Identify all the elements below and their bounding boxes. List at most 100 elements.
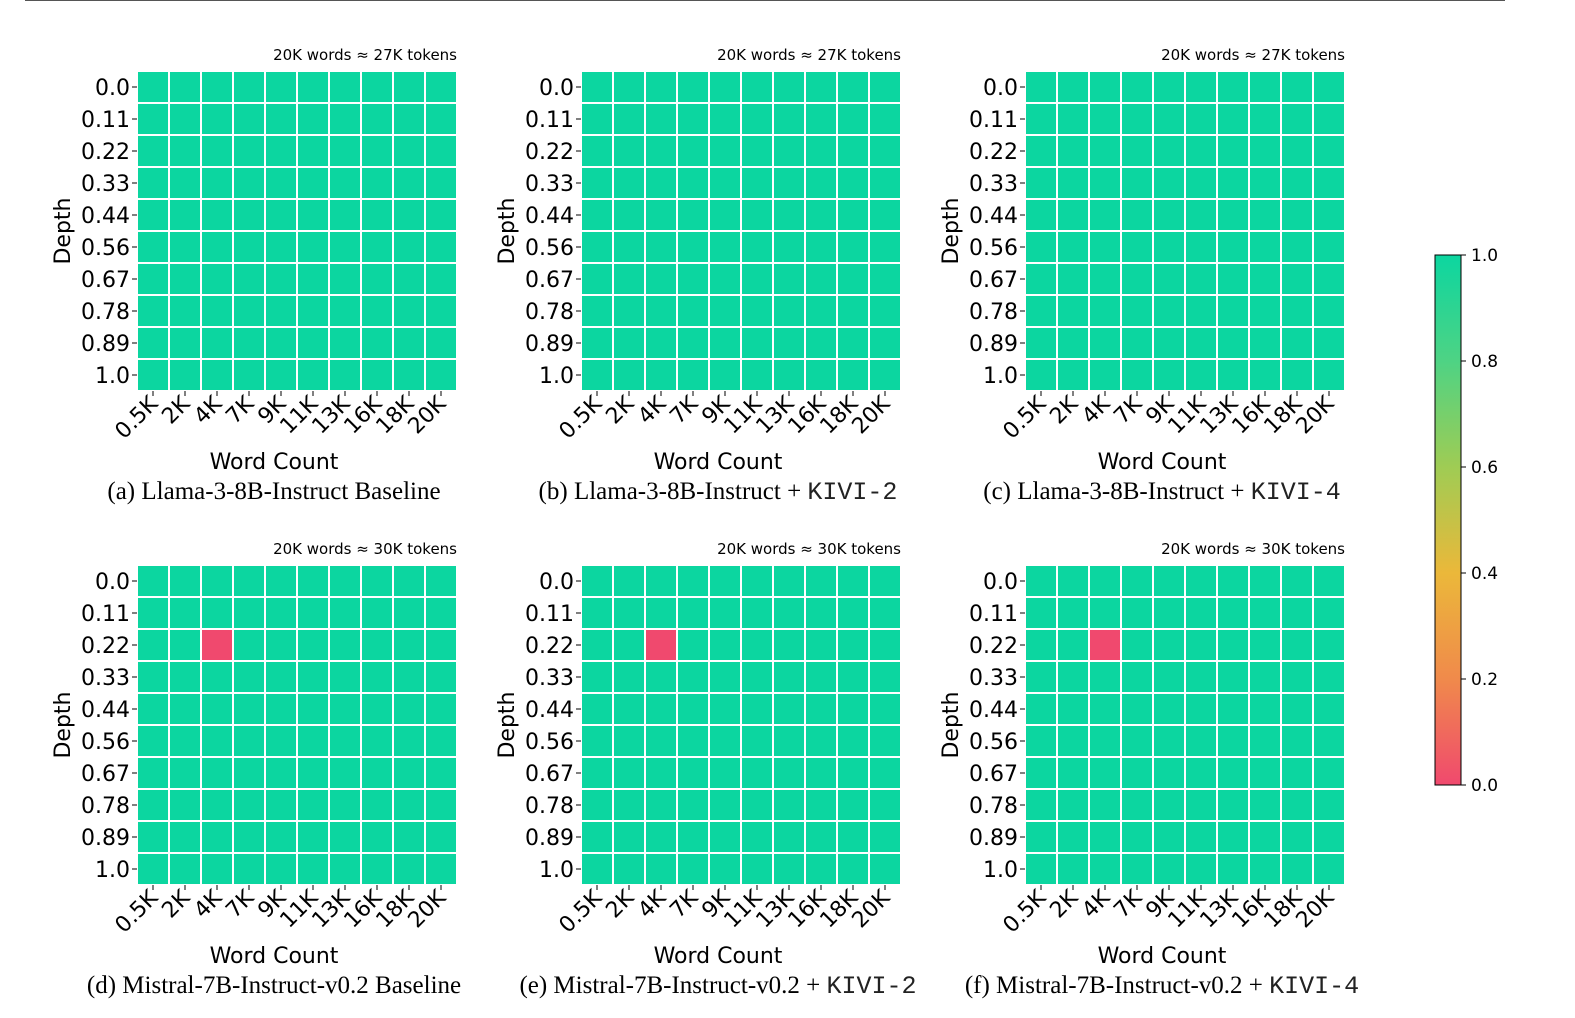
- heatmap-cell: [170, 360, 200, 390]
- y-axis-label: Depth: [939, 691, 964, 758]
- heatmap-cell: [838, 264, 868, 294]
- heatmap-cell: [426, 72, 456, 102]
- heatmap-cell: [1282, 264, 1312, 294]
- heatmap-cell: [870, 598, 900, 628]
- heatmap-cell: [298, 566, 328, 596]
- heatmap-cell: [330, 296, 360, 326]
- heatmap-cell: [1186, 790, 1216, 820]
- heatmap-cell: [170, 168, 200, 198]
- heatmap-cell: [582, 566, 612, 596]
- heatmap-cell: [298, 72, 328, 102]
- heatmap-cell: [426, 822, 456, 852]
- y-tick-label: 0.44: [969, 204, 1018, 229]
- heatmap-cell: [234, 598, 264, 628]
- heatmap-cell: [646, 726, 676, 756]
- caption-text: (f) Mistral-7B-Instruct-v0.2 +: [964, 972, 1270, 999]
- heatmap-cell: [1314, 566, 1344, 596]
- heatmap-cell: [1218, 598, 1248, 628]
- heatmap-cell: [710, 168, 740, 198]
- heatmap-cell: [1186, 360, 1216, 390]
- heatmap-cell: [330, 854, 360, 884]
- heatmap-cell: [138, 790, 168, 820]
- heatmap-cell: [806, 630, 836, 660]
- heatmap-cell: [266, 136, 296, 166]
- heatmap-cell: [614, 662, 644, 692]
- heatmap-cell: [1058, 232, 1088, 262]
- heatmap-cell: [1058, 694, 1088, 724]
- heatmap-cell: [646, 566, 676, 596]
- heatmap-cell: [806, 694, 836, 724]
- heatmap-cell: [330, 72, 360, 102]
- heatmap-cell: [774, 104, 804, 134]
- heatmap-cell: [1026, 72, 1056, 102]
- heatmap-cell: [582, 630, 612, 660]
- heatmap-cell: [1090, 598, 1120, 628]
- heatmap-cell: [582, 854, 612, 884]
- heatmap-cell: [1122, 566, 1152, 596]
- heatmap-cell: [742, 598, 772, 628]
- heatmap-cell: [1250, 168, 1280, 198]
- heatmap-cell: [710, 758, 740, 788]
- heatmap-cell: [742, 662, 772, 692]
- heatmap-cell: [170, 264, 200, 294]
- heatmap-cell: [138, 168, 168, 198]
- heatmap-cell: [170, 136, 200, 166]
- heatmap-cell: [330, 822, 360, 852]
- heatmap-cell: [1026, 232, 1056, 262]
- heatmap-cell: [1314, 136, 1344, 166]
- y-tick-label: 0.44: [525, 698, 574, 723]
- heatmap-cell: [394, 630, 424, 660]
- y-tick-label: 0.56: [525, 730, 574, 755]
- heatmap-cell: [1282, 232, 1312, 262]
- y-tick-label: 0.56: [525, 236, 574, 261]
- heatmap-cell: [362, 360, 392, 390]
- heatmap-cell: [202, 822, 232, 852]
- heatmap-cell: [614, 694, 644, 724]
- x-tick-label: 20K: [404, 391, 452, 439]
- y-tick-label: 0.33: [81, 666, 130, 691]
- heatmap-panel-4: 0.0 0.11 0.22 0.33 0.44 0.56 0.67 0.78 0.89 1.00.…: [51, 540, 457, 969]
- heatmap-cell: [838, 136, 868, 166]
- heatmap-cell: [582, 264, 612, 294]
- heatmap-cell: [1154, 296, 1184, 326]
- x-axis-label: Word Count: [210, 944, 339, 969]
- heatmap-cell: [614, 854, 644, 884]
- heatmap-cell: [394, 822, 424, 852]
- heatmap-cell: [1154, 328, 1184, 358]
- heatmap-cell: [330, 790, 360, 820]
- heatmap-cell: [1154, 662, 1184, 692]
- heatmap-cell: [1122, 72, 1152, 102]
- colorbar-tick-label: 0.8: [1471, 352, 1498, 372]
- heatmap-cell: [1250, 232, 1280, 262]
- heatmap-cell: [1186, 328, 1216, 358]
- heatmap-cell: [1186, 630, 1216, 660]
- heatmap-cell: [774, 296, 804, 326]
- heatmap-cell: [646, 168, 676, 198]
- heatmap-cell: [678, 104, 708, 134]
- heatmap-cell: [394, 200, 424, 230]
- y-axis-label: Depth: [495, 197, 520, 264]
- heatmap-cell: [426, 360, 456, 390]
- heatmap-cell: [1282, 72, 1312, 102]
- heatmap-cell: [1122, 662, 1152, 692]
- heatmap-cell: [1218, 630, 1248, 660]
- y-tick-label: 0.78: [81, 794, 130, 819]
- heatmap-cell: [170, 232, 200, 262]
- heatmap-cell: [1218, 662, 1248, 692]
- colorbar: 0.0 0.2 0.4 0.6 0.8 1.0: [1434, 246, 1498, 796]
- heatmap-cell: [870, 72, 900, 102]
- heatmap-cell: [614, 822, 644, 852]
- heatmap-cell: [806, 790, 836, 820]
- heatmap-cell: [138, 72, 168, 102]
- heatmap-cell: [646, 232, 676, 262]
- heatmap-cell: [1250, 264, 1280, 294]
- heatmap-cell: [362, 264, 392, 294]
- heatmap-cell: [138, 566, 168, 596]
- caption-text: (d) Mistral-7B-Instruct-v0.2 Baseline: [86, 972, 462, 999]
- heatmap-cell: [870, 662, 900, 692]
- subfigure-caption: (f) Mistral-7B-Instruct-v0.2 + KIVI-4: [962, 972, 1362, 1001]
- y-tick-label: 0.11: [969, 108, 1018, 133]
- heatmap-cell: [678, 758, 708, 788]
- heatmap-cell: [870, 296, 900, 326]
- heatmap-cell: [298, 168, 328, 198]
